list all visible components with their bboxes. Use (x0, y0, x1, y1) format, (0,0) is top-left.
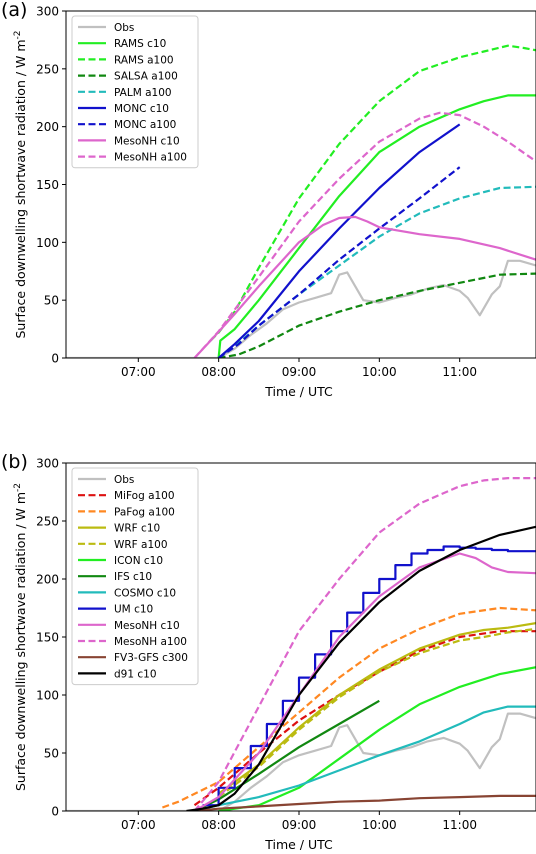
legend-label: MesoNH a100 (114, 636, 187, 648)
y-axis-label-superscript: -2 (13, 483, 23, 492)
legend-label: PaFog a100 (114, 506, 175, 518)
x-tick-label: 08:00 (201, 818, 236, 832)
panel-label: (a) (1, 0, 27, 21)
x-tick-label: 08:00 (201, 365, 236, 379)
panel-a: 0 50 100 150 200 250 300 07:00 08:00 09:00 10:00 11… (1, 0, 536, 399)
y-tick-label: 150 (36, 178, 59, 192)
series-line-wrf-a100 (219, 629, 536, 797)
x-tick-label: 09:00 (282, 818, 317, 832)
legend-label: IFS c10 (114, 571, 152, 583)
y-tick-label: 0 (51, 805, 59, 819)
y-tick-label: 250 (36, 62, 59, 76)
x-tick-label: 10:00 (362, 818, 397, 832)
y-tick-label: 200 (36, 573, 59, 587)
legend-label: MONC c10 (114, 103, 169, 115)
legend-label: MiFog a100 (114, 490, 175, 502)
x-tick-label: 11:00 (442, 818, 477, 832)
legend-label: MesoNH c10 (114, 135, 180, 147)
series-line-fv3-gfs-c300 (195, 796, 536, 811)
legend-label: WRF a100 (114, 539, 168, 551)
legend-label: Obs (114, 474, 134, 486)
series-line-palm-a100 (219, 187, 536, 358)
y-tick-label: 100 (36, 236, 59, 250)
y-tick-label: 300 (36, 457, 59, 471)
legend-label: MesoNH a100 (114, 152, 187, 164)
legend-label: COSMO c10 (114, 587, 176, 599)
y-tick-label: 0 (51, 352, 59, 366)
y-axis-label: Surface downwelling shortwave radiation … (13, 483, 28, 791)
legend-label: MesoNH c10 (114, 620, 180, 632)
y-tick-label: 100 (36, 689, 59, 703)
y-tick-label: 200 (36, 120, 59, 134)
y-tick-label: 150 (36, 631, 59, 645)
legend-label: ICON c10 (114, 555, 163, 567)
series-line-salsa-a100 (219, 274, 536, 358)
legend-label: WRF c10 (114, 523, 160, 535)
x-tick-label: 09:00 (282, 365, 317, 379)
y-tick-label: 50 (44, 294, 59, 308)
series-line-monc-c10 (219, 124, 460, 358)
x-tick-label: 10:00 (362, 365, 397, 379)
legend-label: FV3-GFS c300 (114, 652, 188, 664)
y-axis-label-main: Surface downwelling shortwave radiation … (13, 39, 28, 338)
legend-label: PALM a100 (114, 87, 172, 99)
x-tick-label: 07:00 (121, 818, 156, 832)
panel-label: (b) (1, 451, 28, 473)
legend-label: RAMS a100 (114, 54, 174, 66)
y-axis-label-superscript: -2 (13, 30, 23, 39)
legend-label: RAMS c10 (114, 38, 166, 50)
x-tick-label: 07:00 (121, 365, 156, 379)
x-axis-label: Time / UTC (264, 837, 333, 850)
y-tick-label: 250 (36, 515, 59, 529)
series-line-mesonh-a100 (195, 113, 536, 358)
x-axis-label: Time / UTC (264, 384, 333, 399)
legend-label: Obs (114, 22, 134, 34)
y-axis-label-main: Surface downwelling shortwave radiation … (13, 492, 28, 791)
legend-label: SALSA a100 (114, 71, 178, 83)
y-tick-label: 300 (36, 5, 59, 19)
legend-label: MONC a100 (114, 119, 176, 131)
y-axis-label: Surface downwelling shortwave radiation … (13, 30, 28, 338)
panel-b: 0 50 100 150 200 250 300 07:00 08:00 09:00 10:00 11… (1, 451, 536, 850)
legend-label: UM c10 (114, 604, 153, 616)
x-tick-label: 11:00 (442, 365, 477, 379)
y-tick-label: 50 (44, 747, 59, 761)
legend-label: d91 c10 (114, 668, 157, 680)
